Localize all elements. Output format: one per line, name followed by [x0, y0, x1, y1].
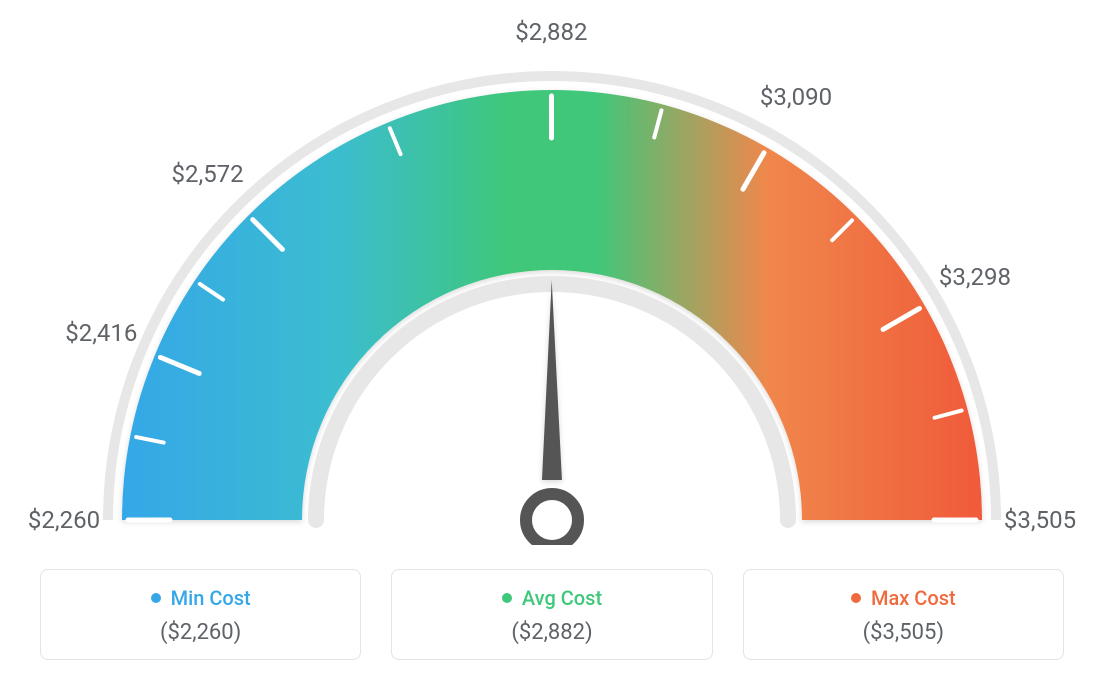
gauge-tick-label: $2,572 [171, 160, 243, 188]
gauge-hub [526, 494, 578, 545]
avg-cost-title-row: Avg Cost [502, 586, 602, 610]
avg-cost-value: ($2,882) [404, 620, 699, 645]
min-cost-value: ($2,260) [53, 620, 348, 645]
avg-cost-title: Avg Cost [522, 586, 602, 610]
gauge-tick-label: $2,416 [65, 319, 137, 347]
gauge-tick-label: $3,505 [1004, 506, 1076, 534]
avg-cost-card: Avg Cost ($2,882) [391, 569, 712, 660]
max-cost-title-row: Max Cost [851, 586, 956, 610]
gauge-tick-label: $2,882 [515, 18, 587, 46]
max-cost-value: ($3,505) [756, 620, 1051, 645]
min-cost-dot [151, 593, 161, 603]
gauge-chart: $2,260 $2,416 $2,572 $2,882 $3,090 $3,298 $3,5… [0, 0, 1104, 545]
max-cost-card: Max Cost ($3,505) [743, 569, 1064, 660]
chart-container: $2,260 $2,416 $2,572 $2,882 $3,090 $3,298 $3,5… [0, 0, 1104, 690]
gauge-needle [542, 280, 562, 480]
min-cost-card: Min Cost ($2,260) [40, 569, 361, 660]
gauge-tick-label: $3,298 [939, 263, 1011, 291]
gauge-tick-label: $3,090 [760, 83, 832, 111]
min-cost-title-row: Min Cost [151, 586, 251, 610]
max-cost-dot [851, 593, 861, 603]
min-cost-title: Min Cost [171, 586, 251, 610]
summary-cards: Min Cost ($2,260) Avg Cost ($2,882) Max … [40, 569, 1064, 660]
avg-cost-dot [502, 593, 512, 603]
max-cost-title: Max Cost [871, 586, 956, 610]
gauge-tick-label: $2,260 [28, 506, 100, 534]
